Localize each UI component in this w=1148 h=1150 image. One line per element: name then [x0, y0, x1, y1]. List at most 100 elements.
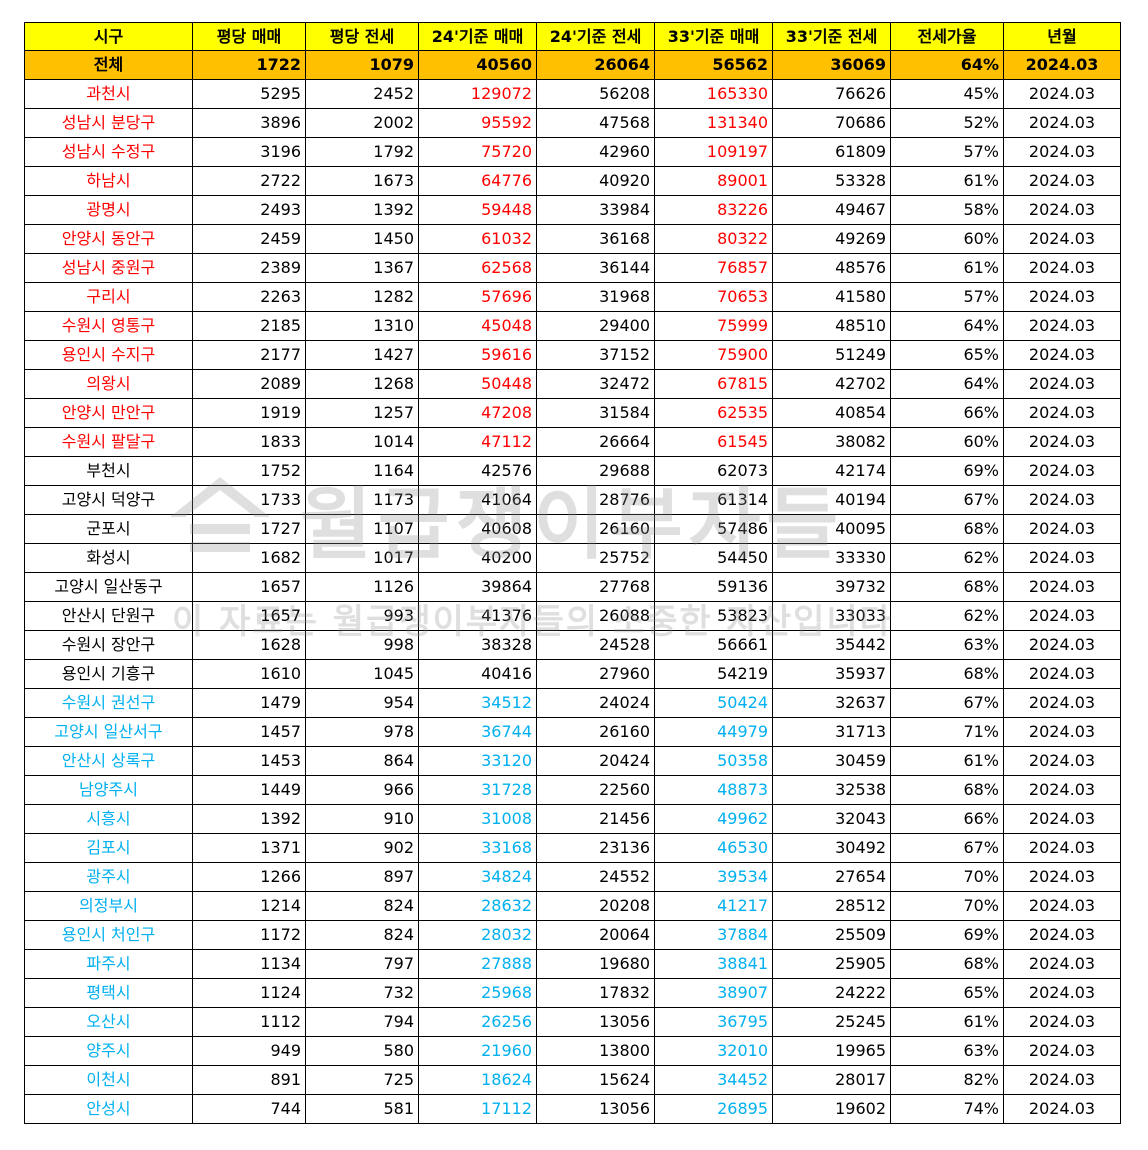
ratio-cell[interactable]: 68% — [890, 949, 1004, 979]
ym-cell[interactable]: 2024.03 — [1003, 717, 1121, 747]
region-cell[interactable]: 고양시 덕양구 — [24, 485, 193, 515]
pp-sale-cell[interactable]: 891 — [192, 1065, 306, 1095]
jeonse33-cell[interactable]: 49269 — [772, 224, 891, 254]
ratio-cell[interactable]: 68% — [890, 514, 1004, 544]
sale24-cell[interactable]: 34824 — [418, 862, 537, 892]
jeonse33-cell[interactable]: 35937 — [772, 659, 891, 689]
ym-cell[interactable]: 2024.03 — [1003, 1094, 1121, 1124]
header-cell-sale24[interactable]: 24'기준 매매 — [418, 22, 537, 51]
pp-jeonse-cell[interactable]: 1268 — [305, 369, 419, 399]
pp-jeonse-cell[interactable]: 954 — [305, 688, 419, 718]
jeonse24-cell[interactable]: 42960 — [536, 137, 655, 167]
ym-cell[interactable]: 2024.03 — [1003, 282, 1121, 312]
total-sale33-cell[interactable]: 56562 — [654, 50, 773, 80]
ratio-cell[interactable]: 70% — [890, 862, 1004, 892]
sale24-cell[interactable]: 28632 — [418, 891, 537, 921]
ratio-cell[interactable]: 68% — [890, 775, 1004, 805]
sale33-cell[interactable]: 75900 — [654, 340, 773, 370]
sale33-cell[interactable]: 62535 — [654, 398, 773, 428]
sale33-cell[interactable]: 56661 — [654, 630, 773, 660]
sale33-cell[interactable]: 131340 — [654, 108, 773, 138]
jeonse24-cell[interactable]: 21456 — [536, 804, 655, 834]
ym-cell[interactable]: 2024.03 — [1003, 311, 1121, 341]
jeonse33-cell[interactable]: 40095 — [772, 514, 891, 544]
ym-cell[interactable]: 2024.03 — [1003, 166, 1121, 196]
ym-cell[interactable]: 2024.03 — [1003, 79, 1121, 109]
sale24-cell[interactable]: 47208 — [418, 398, 537, 428]
pp-jeonse-cell[interactable]: 910 — [305, 804, 419, 834]
pp-sale-cell[interactable]: 949 — [192, 1036, 306, 1066]
ym-cell[interactable]: 2024.03 — [1003, 804, 1121, 834]
region-cell[interactable]: 성남시 수정구 — [24, 137, 193, 167]
jeonse24-cell[interactable]: 26160 — [536, 514, 655, 544]
header-cell-pp-jeonse[interactable]: 평당 전세 — [305, 22, 419, 51]
sale33-cell[interactable]: 41217 — [654, 891, 773, 921]
sale33-cell[interactable]: 61314 — [654, 485, 773, 515]
ratio-cell[interactable]: 70% — [890, 891, 1004, 921]
sale33-cell[interactable]: 165330 — [654, 79, 773, 109]
pp-jeonse-cell[interactable]: 1392 — [305, 195, 419, 225]
pp-sale-cell[interactable]: 1919 — [192, 398, 306, 428]
sale33-cell[interactable]: 37884 — [654, 920, 773, 950]
region-cell[interactable]: 과천시 — [24, 79, 193, 109]
ratio-cell[interactable]: 62% — [890, 601, 1004, 631]
total-jeonse24-cell[interactable]: 26064 — [536, 50, 655, 80]
pp-jeonse-cell[interactable]: 1017 — [305, 543, 419, 573]
pp-jeonse-cell[interactable]: 1045 — [305, 659, 419, 689]
ratio-cell[interactable]: 68% — [890, 572, 1004, 602]
pp-sale-cell[interactable]: 2493 — [192, 195, 306, 225]
ym-cell[interactable]: 2024.03 — [1003, 485, 1121, 515]
pp-jeonse-cell[interactable]: 580 — [305, 1036, 419, 1066]
sale24-cell[interactable]: 62568 — [418, 253, 537, 283]
total-sale24-cell[interactable]: 40560 — [418, 50, 537, 80]
pp-jeonse-cell[interactable]: 2002 — [305, 108, 419, 138]
pp-sale-cell[interactable]: 1449 — [192, 775, 306, 805]
ym-cell[interactable]: 2024.03 — [1003, 862, 1121, 892]
total-pp-sale-cell[interactable]: 1722 — [192, 50, 306, 80]
jeonse33-cell[interactable]: 76626 — [772, 79, 891, 109]
jeonse24-cell[interactable]: 40920 — [536, 166, 655, 196]
pp-jeonse-cell[interactable]: 993 — [305, 601, 419, 631]
sale24-cell[interactable]: 64776 — [418, 166, 537, 196]
sale33-cell[interactable]: 59136 — [654, 572, 773, 602]
ym-cell[interactable]: 2024.03 — [1003, 1007, 1121, 1037]
jeonse33-cell[interactable]: 30459 — [772, 746, 891, 776]
ym-cell[interactable]: 2024.03 — [1003, 775, 1121, 805]
sale33-cell[interactable]: 54219 — [654, 659, 773, 689]
jeonse33-cell[interactable]: 24222 — [772, 978, 891, 1008]
ratio-cell[interactable]: 67% — [890, 833, 1004, 863]
region-cell[interactable]: 하남시 — [24, 166, 193, 196]
pp-jeonse-cell[interactable]: 902 — [305, 833, 419, 863]
header-cell-jeonse24[interactable]: 24'기준 전세 — [536, 22, 655, 51]
region-cell[interactable]: 용인시 처인구 — [24, 920, 193, 950]
region-cell[interactable]: 파주시 — [24, 949, 193, 979]
jeonse24-cell[interactable]: 24552 — [536, 862, 655, 892]
pp-sale-cell[interactable]: 3896 — [192, 108, 306, 138]
sale33-cell[interactable]: 53823 — [654, 601, 773, 631]
pp-jeonse-cell[interactable]: 897 — [305, 862, 419, 892]
pp-sale-cell[interactable]: 5295 — [192, 79, 306, 109]
jeonse24-cell[interactable]: 29400 — [536, 311, 655, 341]
jeonse24-cell[interactable]: 22560 — [536, 775, 655, 805]
header-cell-sale33[interactable]: 33'기준 매매 — [654, 22, 773, 51]
region-cell[interactable]: 군포시 — [24, 514, 193, 544]
pp-jeonse-cell[interactable]: 2452 — [305, 79, 419, 109]
sale24-cell[interactable]: 59448 — [418, 195, 537, 225]
ym-cell[interactable]: 2024.03 — [1003, 195, 1121, 225]
pp-sale-cell[interactable]: 1134 — [192, 949, 306, 979]
ratio-cell[interactable]: 52% — [890, 108, 1004, 138]
ratio-cell[interactable]: 60% — [890, 427, 1004, 457]
sale33-cell[interactable]: 39534 — [654, 862, 773, 892]
jeonse24-cell[interactable]: 26664 — [536, 427, 655, 457]
pp-sale-cell[interactable]: 1457 — [192, 717, 306, 747]
sale24-cell[interactable]: 40200 — [418, 543, 537, 573]
jeonse33-cell[interactable]: 70686 — [772, 108, 891, 138]
jeonse33-cell[interactable]: 61809 — [772, 137, 891, 167]
pp-sale-cell[interactable]: 1266 — [192, 862, 306, 892]
jeonse24-cell[interactable]: 36144 — [536, 253, 655, 283]
jeonse24-cell[interactable]: 29688 — [536, 456, 655, 486]
jeonse24-cell[interactable]: 27960 — [536, 659, 655, 689]
pp-jeonse-cell[interactable]: 1126 — [305, 572, 419, 602]
region-cell[interactable]: 안산시 단원구 — [24, 601, 193, 631]
region-cell[interactable]: 안산시 상록구 — [24, 746, 193, 776]
